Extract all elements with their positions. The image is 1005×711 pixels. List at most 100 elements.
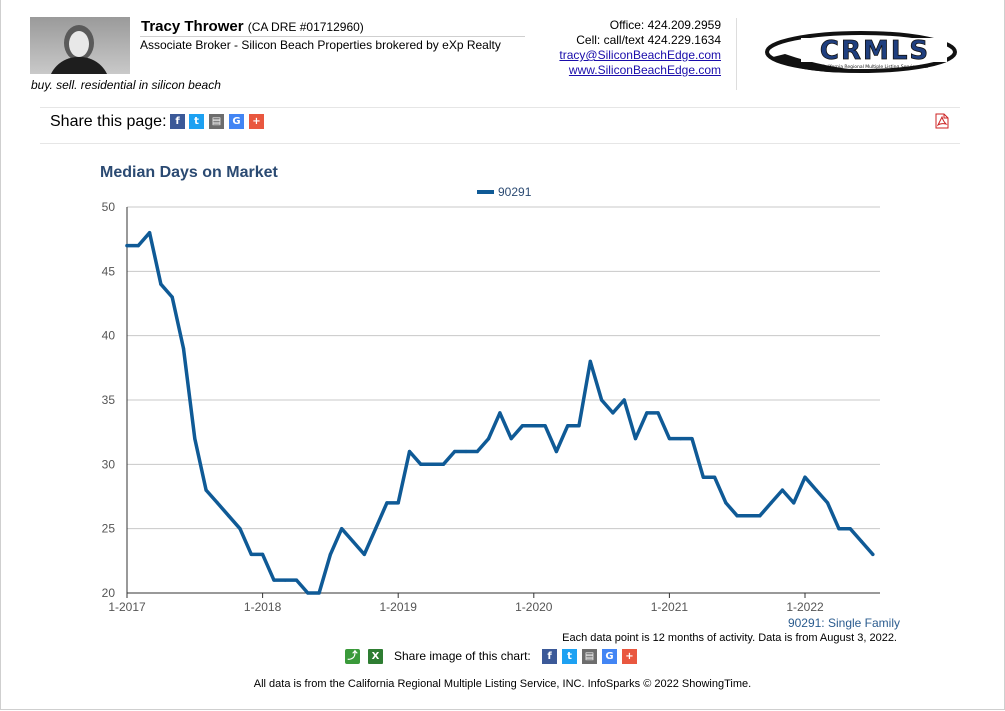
office-phone: Office: 424.209.2959 <box>609 18 721 32</box>
agent-dre: (CA DRE #01712960) <box>247 20 364 34</box>
data-point-90291-60 <box>803 475 807 479</box>
data-point-90291-33 <box>498 411 502 415</box>
chart-plus-icon[interactable]: + <box>622 649 637 664</box>
data-point-90291-43 <box>611 411 615 415</box>
y-tick-label-40: 40 <box>102 329 116 343</box>
data-point-90291-27 <box>430 462 434 466</box>
header-divider <box>736 18 737 90</box>
email-link[interactable]: tracy@SiliconBeachEdge.com <box>559 48 721 62</box>
data-point-90291-2 <box>148 231 152 235</box>
name-divider <box>140 36 525 37</box>
facebook-icon[interactable]: f <box>170 114 185 129</box>
chart-google-icon[interactable]: G <box>602 649 617 664</box>
agent-name-text: Tracy Thrower <box>141 18 244 35</box>
data-point-90291-62 <box>826 501 830 505</box>
data-point-90291-11 <box>249 552 253 557</box>
data-point-90291-19 <box>340 527 344 531</box>
y-tick-label-50: 50 <box>102 200 116 214</box>
data-point-90291-42 <box>600 398 604 402</box>
data-point-90291-35 <box>520 424 525 428</box>
chart-twitter-icon[interactable]: t <box>562 649 577 664</box>
plus-icon[interactable]: + <box>249 114 264 129</box>
pdf-icon[interactable] <box>934 113 950 129</box>
data-point-90291-41 <box>588 359 592 363</box>
y-tick-label-20: 20 <box>102 586 116 600</box>
y-tick-label-25: 25 <box>102 522 116 536</box>
y-tick-label-30: 30 <box>102 457 116 471</box>
data-point-90291-1 <box>136 244 140 248</box>
data-point-90291-24 <box>396 501 400 505</box>
data-point-90291-38 <box>554 449 559 454</box>
data-point-90291-3 <box>159 282 163 286</box>
agent-title: Associate Broker - Silicon Beach Propert… <box>140 38 501 52</box>
data-point-90291-48 <box>667 437 672 441</box>
data-point-90291-59 <box>792 501 796 505</box>
data-point-90291-63 <box>837 527 841 531</box>
data-point-90291-66 <box>871 552 875 557</box>
data-point-90291-50 <box>690 437 694 441</box>
data-point-90291-4 <box>170 295 174 299</box>
data-point-90291-6 <box>193 437 197 441</box>
data-point-90291-39 <box>566 424 570 428</box>
data-point-90291-64 <box>848 527 852 531</box>
data-point-90291-18 <box>328 552 332 557</box>
data-point-90291-47 <box>656 411 660 415</box>
chart-facebook-icon[interactable]: f <box>542 649 557 664</box>
data-point-90291-21 <box>362 552 366 557</box>
x-tick-label-1-2019: 1-2019 <box>380 600 418 614</box>
share-chart-icon[interactable]: ⤴ <box>345 649 360 664</box>
agent-name: Tracy Thrower (CA DRE #01712960) <box>141 18 364 35</box>
legend-label-90291: 90291 <box>498 185 532 199</box>
data-point-90291-57 <box>769 501 773 505</box>
data-point-90291-29 <box>453 449 457 454</box>
excel-icon[interactable]: X <box>368 649 383 664</box>
y-tick-label-35: 35 <box>102 393 116 407</box>
data-point-90291-34 <box>509 437 513 441</box>
data-point-90291-36 <box>532 424 536 428</box>
data-point-90291-61 <box>814 488 818 492</box>
data-point-90291-8 <box>215 501 219 505</box>
y-tick-label-45: 45 <box>102 264 116 278</box>
share-image-label: Share image of this chart: <box>394 649 531 663</box>
x-tick-label-1-2018: 1-2018 <box>244 600 282 614</box>
website-link[interactable]: www.SiliconBeachEdge.com <box>568 63 721 77</box>
x-tick-label-1-2020: 1-2020 <box>515 600 553 614</box>
data-point-90291-16 <box>306 591 310 595</box>
chart-print-icon[interactable]: ▤ <box>582 649 597 664</box>
source-footer: All data is from the California Regional… <box>253 678 752 690</box>
data-point-90291-30 <box>464 449 468 454</box>
data-point-90291-46 <box>645 411 649 415</box>
print-icon[interactable]: ▤ <box>209 114 224 129</box>
data-point-90291-23 <box>385 501 389 505</box>
data-point-90291-51 <box>701 475 705 479</box>
data-point-90291-5 <box>181 346 186 351</box>
share-page-label: Share this page: <box>50 113 167 130</box>
data-point-90291-58 <box>780 488 785 492</box>
cell-phone: Cell: call/text 424.229.1634 <box>576 33 721 47</box>
x-tick-label-1-2017: 1-2017 <box>108 600 146 614</box>
crmls-logo: CRMLS California Regional Multiple Listi… <box>765 31 957 73</box>
data-point-90291-13 <box>272 578 276 582</box>
x-tick-label-1-2022: 1-2022 <box>786 600 824 614</box>
data-point-90291-10 <box>238 527 242 531</box>
data-point-90291-55 <box>746 514 751 518</box>
logo-subtext: California Regional Multiple Listing Ser… <box>822 64 929 70</box>
data-point-90291-12 <box>261 552 265 557</box>
share-bottom-rule <box>40 143 960 144</box>
data-point-90291-49 <box>679 437 683 441</box>
data-point-90291-22 <box>374 527 378 531</box>
data-point-90291-7 <box>204 488 208 492</box>
data-point-90291-25 <box>407 449 412 454</box>
data-point-90291-14 <box>283 578 287 582</box>
x-tick-label-1-2021: 1-2021 <box>651 600 689 614</box>
data-point-90291-56 <box>758 514 762 518</box>
data-note: Each data point is 12 months of activity… <box>562 632 897 644</box>
google-icon[interactable]: G <box>229 114 244 129</box>
data-point-90291-0 <box>125 244 129 248</box>
data-point-90291-54 <box>735 514 739 518</box>
data-point-90291-37 <box>543 424 547 428</box>
twitter-icon[interactable]: t <box>189 114 204 129</box>
data-point-90291-15 <box>294 578 299 582</box>
data-point-90291-31 <box>475 449 479 454</box>
